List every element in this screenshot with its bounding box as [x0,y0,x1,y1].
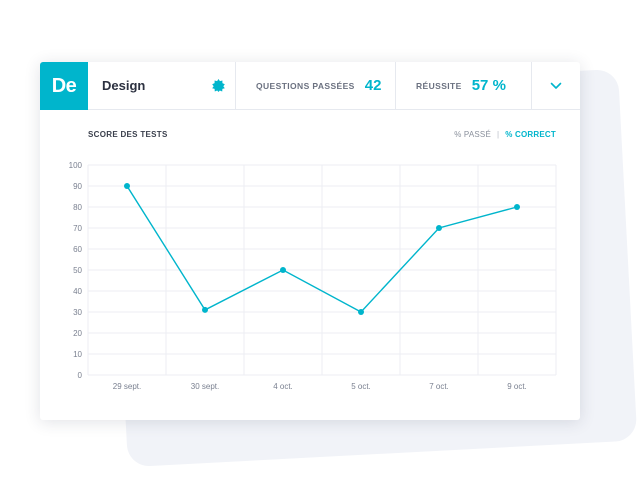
chart-title: SCORE DES TESTS [88,130,168,139]
course-title: Design [102,78,146,93]
y-tick-label: 40 [73,287,82,296]
y-tick-label: 30 [73,308,82,317]
data-point [358,309,364,315]
y-tick-label: 100 [69,161,83,170]
y-tick-label: 70 [73,224,82,233]
reussite-label: RÉUSSITE [416,80,462,91]
data-point [280,267,286,273]
data-point [514,204,520,210]
y-tick-label: 80 [73,203,82,212]
metric-toggles: % PASSÉ | % CORRECT [454,130,556,139]
data-point [124,183,130,189]
x-tick-label: 7 oct. [429,382,449,391]
reussite-value: 57 % [471,77,506,94]
y-tick-label: 90 [73,182,82,191]
series-line [126,185,518,313]
y-tick-label: 60 [73,245,82,254]
chevron-down-icon [550,82,562,89]
x-tick-label: 30 sept. [191,382,219,391]
card-header: De Design QUESTIONS PASSÉES 42 RÉUSSITE … [40,62,580,110]
course-title-block: Design [88,62,236,109]
badge-icon [212,79,225,92]
toggle-correct[interactable]: % CORRECT [505,130,556,139]
course-card: De Design QUESTIONS PASSÉES 42 RÉUSSITE … [40,62,580,420]
questions-label: QUESTIONS PASSÉES [256,80,355,91]
data-point [202,306,208,313]
data-point [436,225,442,231]
y-tick-label: 10 [73,350,82,359]
reussite-stat: RÉUSSITE 57 % [396,62,532,109]
score-chart: 0 10 20 30 40 50 60 70 80 90 100 29 sept. 30 sept. 4 … [69,161,557,391]
course-logo: De [40,62,88,110]
y-tick-label: 50 [73,266,82,275]
toggle-passe[interactable]: % PASSÉ [454,130,492,139]
x-tick-label: 5 oct. [351,382,371,391]
x-tick-label: 29 sept. [113,382,141,391]
y-tick-label: 0 [78,371,83,380]
x-tick-label: 9 oct. [507,382,527,391]
questions-stat: QUESTIONS PASSÉES 42 [236,62,396,109]
questions-value: 42 [364,77,382,94]
y-tick-label: 20 [73,329,82,338]
toggle-separator: | [497,130,500,139]
dropdown-button[interactable] [532,62,580,109]
x-tick-label: 4 oct. [273,382,293,391]
